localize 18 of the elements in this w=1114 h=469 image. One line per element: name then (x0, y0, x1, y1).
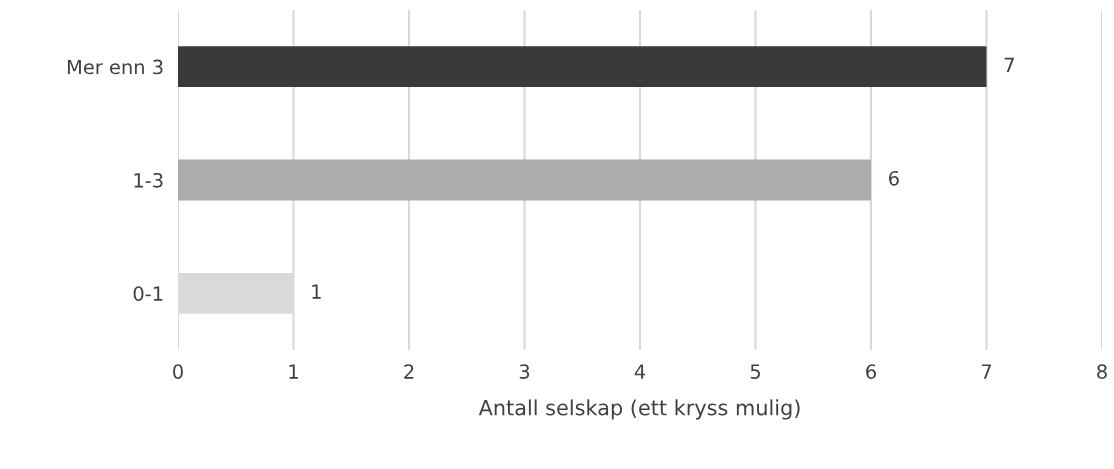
x-tick-label: 2 (404, 364, 414, 379)
bar (178, 46, 987, 88)
y-tick-label: Mer enn 3 (67, 59, 163, 75)
x-tick-label: 1 (289, 364, 298, 379)
x-tick-label: 3 (519, 364, 530, 379)
y-tick-label: 1-3 (134, 172, 163, 188)
x-tick-label: 0 (173, 364, 183, 379)
x-axis-title: Antall selskap (ett kryss mulig) (478, 399, 800, 420)
x-tick-label: 6 (866, 364, 876, 379)
data-label: 6 (889, 170, 899, 186)
x-tick-label: 5 (750, 364, 760, 379)
bar (178, 159, 871, 201)
data-label: 7 (1004, 57, 1014, 73)
x-tick-label: 8 (1097, 364, 1107, 379)
x-tick-label: 4 (634, 364, 646, 379)
y-tick-label: 0-1 (133, 286, 163, 301)
x-tick-label: 7 (981, 364, 992, 379)
data-label: 1 (312, 284, 321, 299)
